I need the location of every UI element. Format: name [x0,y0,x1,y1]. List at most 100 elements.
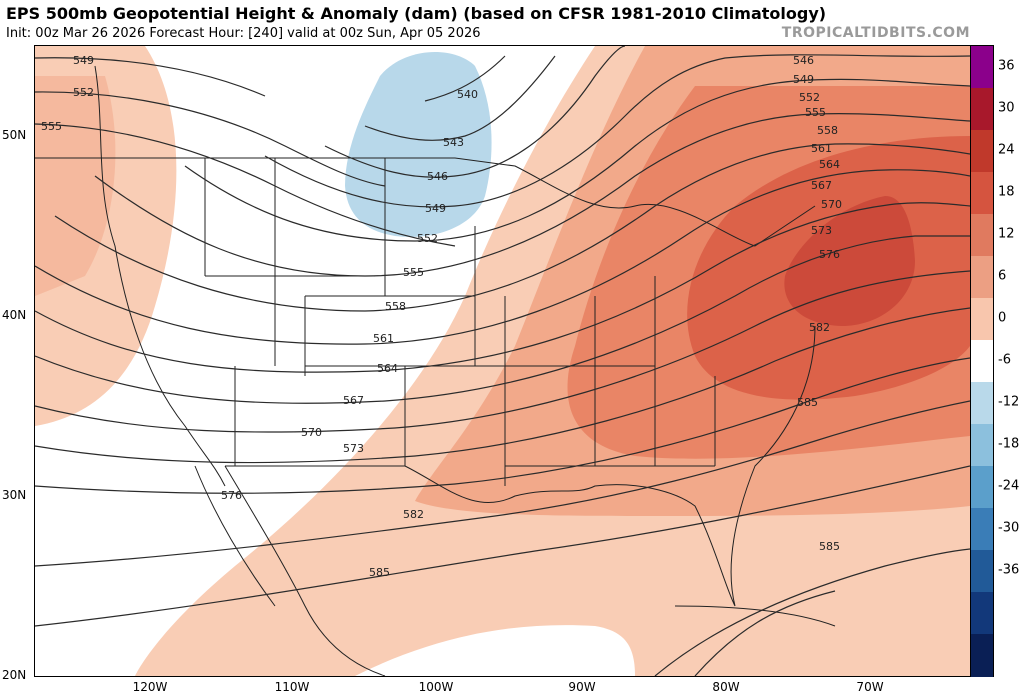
anomaly-east-30 [784,196,915,326]
colorbar-segment [971,382,993,425]
contour-label: 561 [811,142,832,155]
contour-555-west [35,123,456,247]
contour-label: 552 [417,232,438,245]
gulf-coast [404,325,816,607]
state-lines [204,158,716,486]
contour-label: 573 [811,224,832,237]
contour-558 [54,143,970,312]
contour-546 [324,46,626,178]
contour-label: 558 [385,300,406,313]
contour-label: 585 [797,396,818,409]
colorbar-segment [971,592,993,635]
colorbar-label: -24 [998,478,1020,494]
contour-label: 585 [369,566,390,579]
colorbar-segment [971,550,993,593]
lon-label-70w: 70W [856,680,884,694]
lon-label-90w: 90W [568,680,596,694]
contour-582 [35,400,970,567]
map-panel: 549 552 555 540 543 546 549 552 555 558 … [34,45,971,677]
lat-label-30n: 30N [2,488,27,502]
lon-label-100w: 100W [418,680,454,694]
map-subtitle: Init: 00z Mar 26 2026 Forecast Hour: [24… [6,26,481,41]
anomaly-shading [35,46,970,676]
lat-label-40n: 40N [2,308,27,322]
baja [194,465,276,607]
contour-label: 576 [221,489,242,502]
watermark: TROPICALTIDBITS.COM [781,25,970,41]
contour-label: 582 [809,321,830,334]
contour-label: 564 [819,158,840,171]
contour-582-inner [694,590,836,676]
height-contours [35,46,970,676]
lon-label-110w: 110W [274,680,310,694]
contour-label: 555 [403,266,424,279]
colorbar [970,45,994,677]
colorbar-label: 30 [998,100,1015,116]
contour-label: 546 [793,54,814,67]
contour-585 [35,465,970,627]
contour-label: 552 [799,91,820,104]
contour-555 [94,113,970,277]
colorbar-segment [971,508,993,551]
colorbar-label: 18 [998,184,1015,200]
contour-552 [184,78,970,242]
contour-label: 555 [805,106,826,119]
lat-label-20n: 20N [2,668,27,682]
colorbar-label: 24 [998,142,1015,158]
lon-label-80w: 80W [712,680,740,694]
contour-label: 558 [817,124,838,137]
contour-570 [35,270,970,433]
mexico-outline [224,465,386,676]
canada-us-border [35,157,816,247]
contour-label: 561 [373,332,394,345]
lon-label-120w: 120W [132,680,168,694]
contour-585-south [654,548,970,676]
colorbar-segment [971,466,993,509]
contour-561 [35,169,970,345]
map-svg: 549 552 555 540 543 546 549 552 555 558 … [35,46,970,676]
contour-label: 549 [793,73,814,86]
colorbar-label: -30 [998,520,1020,536]
contour-label: 576 [819,248,840,261]
contour-540 [424,55,506,102]
contour-573 [35,307,970,464]
contour-549 [264,54,970,208]
colorbar-label: -18 [998,436,1020,452]
contour-549-west [35,57,266,97]
anomaly-negative-canada [345,52,492,237]
contour-label: 543 [443,136,464,149]
contour-label: 567 [343,394,364,407]
contour-543 [364,55,556,141]
colorbar-segment [971,130,993,173]
colorbar-segment [971,172,993,215]
colorbar-label: -12 [998,394,1020,410]
colorbar-label: -36 [998,562,1020,578]
contour-label: 552 [73,86,94,99]
contour-label: 549 [425,202,446,215]
contour-label: 555 [41,120,62,133]
colorbar-segment [971,424,993,467]
colorbar-segment [971,88,993,131]
colorbar-label: 0 [998,310,1007,326]
contour-label: 546 [427,170,448,183]
contour-label: 570 [301,426,322,439]
colorbar-segment [971,46,993,89]
colorbar-segment [971,634,993,677]
contour-label: 582 [403,508,424,521]
political-boundaries [35,65,836,676]
colorbar-label: 6 [998,268,1007,284]
contour-label: 585 [819,540,840,553]
contour-label: 567 [811,179,832,192]
contour-label: 573 [343,442,364,455]
contour-labels: 549 552 555 540 543 546 549 552 555 558 … [41,54,842,579]
colorbar-label: 12 [998,226,1015,242]
contour-567 [35,235,970,404]
colorbar-segment [971,256,993,299]
west-coast [94,65,226,487]
contour-576 [35,357,970,494]
contour-label: 540 [457,88,478,101]
contour-label: 570 [821,198,842,211]
contour-label: 549 [73,54,94,67]
colorbar-segment [971,214,993,257]
colorbar-segment [971,298,993,341]
